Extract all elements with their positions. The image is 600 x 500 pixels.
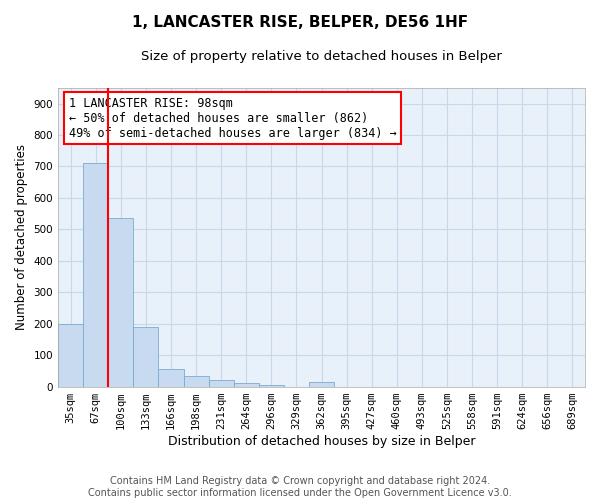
Bar [58, 324, 83, 386]
Text: Contains HM Land Registry data © Crown copyright and database right 2024.
Contai: Contains HM Land Registry data © Crown c… [88, 476, 512, 498]
Bar [209, 380, 233, 386]
Bar [108, 218, 133, 386]
Text: 1 LANCASTER RISE: 98sqm
← 50% of detached houses are smaller (862)
49% of semi-d: 1 LANCASTER RISE: 98sqm ← 50% of detache… [68, 96, 397, 140]
Bar [233, 384, 259, 386]
Bar [158, 370, 184, 386]
Bar [83, 164, 108, 386]
Y-axis label: Number of detached properties: Number of detached properties [15, 144, 28, 330]
Bar [184, 376, 209, 386]
Title: Size of property relative to detached houses in Belper: Size of property relative to detached ho… [141, 50, 502, 63]
Bar [133, 327, 158, 386]
X-axis label: Distribution of detached houses by size in Belper: Distribution of detached houses by size … [168, 434, 475, 448]
Bar [259, 385, 284, 386]
Text: 1, LANCASTER RISE, BELPER, DE56 1HF: 1, LANCASTER RISE, BELPER, DE56 1HF [132, 15, 468, 30]
Bar [309, 382, 334, 386]
